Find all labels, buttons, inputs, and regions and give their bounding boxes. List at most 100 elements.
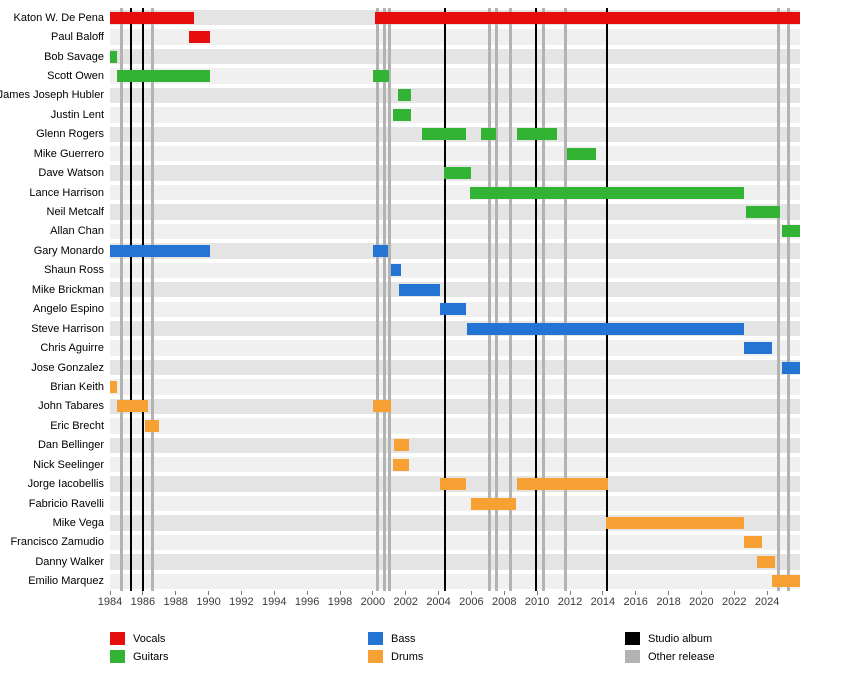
axis-tick-label: 1986 xyxy=(130,596,156,608)
member-bar xyxy=(757,555,776,568)
member-bar xyxy=(566,147,597,160)
other-release-line xyxy=(488,8,491,591)
member-bar xyxy=(372,400,391,413)
row-band xyxy=(110,107,800,123)
row-band xyxy=(110,68,800,84)
member-bar xyxy=(116,400,148,413)
legend-swatch-studio-album xyxy=(625,632,640,645)
studio-album-line xyxy=(141,8,144,591)
axis-tick-label: 2014 xyxy=(590,596,616,608)
legend-label-bass: Bass xyxy=(391,632,416,645)
row-band xyxy=(110,223,800,240)
member-label: Steve Harrison xyxy=(31,322,104,335)
member-bar xyxy=(397,89,411,102)
member-bar xyxy=(466,322,745,335)
row-band xyxy=(110,534,800,551)
row-band xyxy=(110,87,800,104)
member-bar xyxy=(392,108,411,121)
member-bar xyxy=(517,128,557,141)
member-label: Paul Baloff xyxy=(50,31,104,44)
member-bar xyxy=(744,536,763,549)
axis-tick xyxy=(766,591,768,595)
studio-album-line xyxy=(130,8,133,591)
axis-tick-label: 2012 xyxy=(557,596,583,608)
row-band xyxy=(110,48,800,65)
axis-tick xyxy=(339,591,341,595)
row-band xyxy=(110,243,800,259)
member-bar xyxy=(110,50,117,63)
member-label: Eric Brecht xyxy=(50,419,104,432)
axis-tick-label: 1996 xyxy=(294,596,320,608)
row-band xyxy=(110,204,800,220)
axis-tick xyxy=(733,591,735,595)
axis-tick-label: 2020 xyxy=(689,596,714,608)
axis-tick-label: 1990 xyxy=(196,596,221,608)
row-band xyxy=(110,262,800,279)
row-band xyxy=(110,437,800,453)
axis-tick xyxy=(569,591,571,595)
member-label: Glenn Rogers xyxy=(36,128,104,141)
legend-swatch-drums xyxy=(368,650,383,663)
row-band xyxy=(110,495,800,512)
axis-tick xyxy=(602,591,604,595)
member-label: Shaun Ross xyxy=(44,264,104,277)
member-label: Francisco Zamudio xyxy=(10,536,104,549)
member-label: Danny Walker xyxy=(35,555,104,568)
axis-tick-label: 2018 xyxy=(656,596,681,608)
row-band xyxy=(110,554,800,570)
axis-tick xyxy=(438,591,440,595)
member-bar xyxy=(399,283,441,296)
other-release-line xyxy=(387,8,391,591)
legend-label-studio-album: Studio album xyxy=(648,632,713,645)
other-release-line xyxy=(787,8,790,591)
row-band xyxy=(110,146,800,162)
legend-label-guitars: Guitars xyxy=(133,650,169,663)
axis-tick xyxy=(536,591,538,595)
member-label: Bob Savage xyxy=(44,50,104,63)
other-release-line xyxy=(382,8,386,591)
member-bar xyxy=(744,342,773,355)
member-label: Justin Lent xyxy=(50,108,104,121)
member-bar xyxy=(481,128,497,141)
member-label: James Joseph Hubler xyxy=(0,89,104,102)
member-bar xyxy=(372,70,390,83)
row-band xyxy=(110,359,800,376)
member-label: Dan Bellinger xyxy=(37,439,104,452)
member-bar xyxy=(772,575,800,588)
other-release-line xyxy=(495,8,499,591)
legend-label-vocals: Vocals xyxy=(133,632,166,645)
axis-tick xyxy=(668,591,670,595)
member-bar xyxy=(116,70,211,83)
member-bar xyxy=(440,478,467,491)
axis-tick-label: 1988 xyxy=(163,596,188,608)
axis-tick-label: 2002 xyxy=(393,596,418,608)
member-label: John Tabares xyxy=(38,400,104,413)
member-label: Lance Harrison xyxy=(29,186,104,199)
member-bar xyxy=(392,458,409,471)
other-release-line xyxy=(151,8,155,591)
member-label: Mike Brickman xyxy=(31,283,104,296)
axis-tick-label: 2008 xyxy=(492,596,517,608)
axis-tick xyxy=(175,591,177,595)
row-band xyxy=(110,282,800,298)
studio-album-line xyxy=(444,8,447,591)
axis-tick xyxy=(503,591,505,595)
member-label: Mike Guerrero xyxy=(33,147,104,160)
member-label: Chris Aguirre xyxy=(40,342,104,355)
member-label: Scott Owen xyxy=(47,70,104,82)
legend-swatch-bass xyxy=(368,632,383,645)
axis-tick xyxy=(273,591,275,595)
member-label: Allan Chan xyxy=(50,225,104,238)
member-bar xyxy=(517,478,608,491)
member-label: Angelo Espino xyxy=(33,303,104,316)
row-band xyxy=(110,456,800,473)
row-band xyxy=(110,379,800,395)
member-label: Neil Metcalf xyxy=(46,206,104,219)
member-bar xyxy=(372,244,388,257)
studio-album-line xyxy=(534,8,537,591)
row-band xyxy=(110,340,800,356)
member-label: Nick Seelinger xyxy=(33,458,104,471)
axis-tick-label: 2016 xyxy=(623,596,648,608)
member-bar xyxy=(374,11,800,24)
other-release-line xyxy=(542,8,546,591)
